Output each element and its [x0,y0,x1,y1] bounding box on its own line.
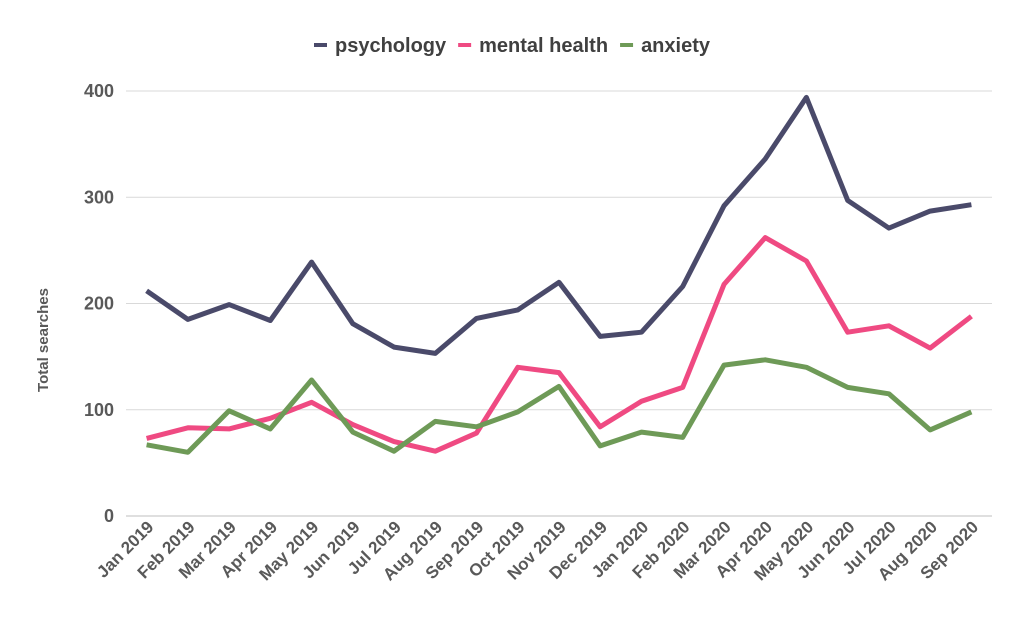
gridlines [126,90,992,517]
series-line-mental-health [145,235,973,454]
y-tick-label: 100 [84,400,114,420]
legend: psychology mental health anxiety [314,35,711,57]
y-tick-label: 400 [84,81,114,101]
series-lines [145,94,973,455]
legend-label: mental health [479,35,608,57]
y-tick-label: 0 [104,506,114,526]
series-line-anxiety [146,357,973,455]
y-axis-title: Total searches [35,288,52,392]
y-tick-labels: 0 100 200 300 400 [84,81,114,526]
y-tick-label: 300 [84,187,114,207]
series-line-psychology [145,94,972,356]
y-tick-label: 200 [84,294,114,314]
legend-label: psychology [335,35,447,57]
legend-label: anxiety [641,35,711,57]
